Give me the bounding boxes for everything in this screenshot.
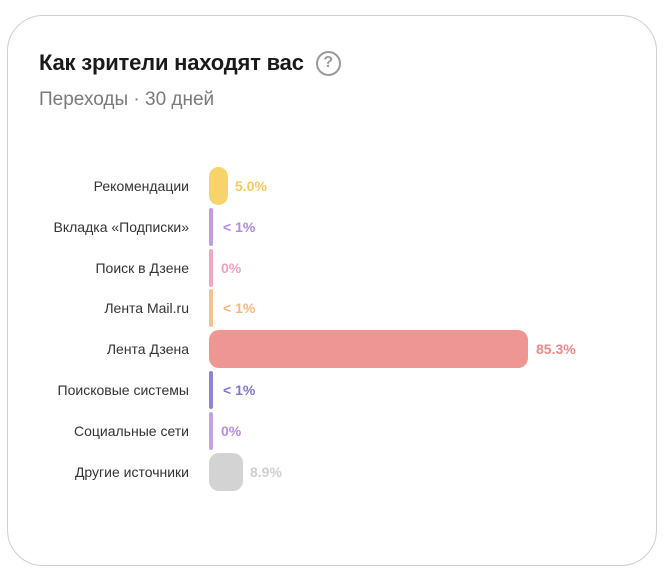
row-label: Поиск в Дзене — [95, 260, 189, 276]
row-label: Поисковые системы — [57, 382, 189, 398]
question-circle-icon[interactable]: ? — [315, 50, 341, 76]
value-label: < 1% — [223, 219, 256, 235]
traffic-sources-card — [7, 15, 657, 566]
row-label: Социальные сети — [73, 423, 189, 439]
card-subtitle: Переходы · 30 дней — [39, 89, 215, 110]
row-label: Вкладка «Подписки» — [53, 219, 189, 235]
chart-row-mailru-feed: Лента Mail.ru < 1% — [0, 288, 665, 328]
chart-row-recommendations: Рекомендации 5.0% — [0, 166, 665, 206]
value-label: 5.0% — [235, 178, 267, 194]
bar[interactable] — [209, 208, 213, 246]
value-label: < 1% — [223, 300, 256, 316]
chart-row-search-engines: Поисковые системы < 1% — [0, 370, 665, 410]
bar[interactable] — [209, 249, 213, 287]
row-label: Рекомендации — [93, 178, 189, 194]
chart-row-social-networks: Социальные сети 0% — [0, 411, 665, 451]
bar[interactable] — [209, 412, 213, 450]
bar[interactable] — [209, 330, 528, 368]
value-label: 0% — [221, 423, 242, 439]
row-label: Лента Дзена — [106, 341, 189, 357]
card-header: Как зрители находят вас ? — [39, 50, 341, 76]
row-label: Лента Mail.ru — [104, 300, 189, 316]
chart-row-zen-feed: Лента Дзена 85.3% — [0, 329, 665, 369]
value-label: 85.3% — [536, 341, 576, 357]
chart-row-subscriptions-tab: Вкладка «Подписки» < 1% — [0, 207, 665, 247]
card-title: Как зрители находят вас — [39, 50, 304, 75]
value-label: 0% — [221, 260, 242, 276]
chart-row-zen-search: Поиск в Дзене 0% — [0, 248, 665, 288]
row-label: Другие источники — [74, 464, 189, 480]
value-label: 8.9% — [250, 464, 282, 480]
value-label: < 1% — [223, 382, 256, 398]
bar[interactable] — [209, 453, 243, 491]
chart-row-other-sources: Другие источники 8.9% — [0, 452, 665, 492]
bar[interactable] — [209, 371, 213, 409]
bar[interactable] — [209, 167, 228, 205]
bar[interactable] — [209, 289, 213, 327]
